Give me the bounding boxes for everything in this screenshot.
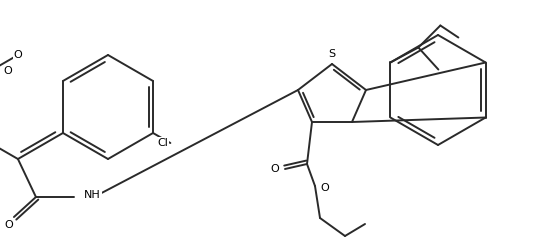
Text: O: O bbox=[3, 66, 12, 76]
Text: O: O bbox=[270, 164, 279, 174]
Text: Cl: Cl bbox=[157, 138, 168, 148]
Text: O: O bbox=[4, 220, 13, 230]
Text: O: O bbox=[13, 50, 22, 60]
Text: NH: NH bbox=[84, 190, 101, 200]
Text: S: S bbox=[328, 49, 335, 59]
Text: O: O bbox=[321, 183, 329, 193]
